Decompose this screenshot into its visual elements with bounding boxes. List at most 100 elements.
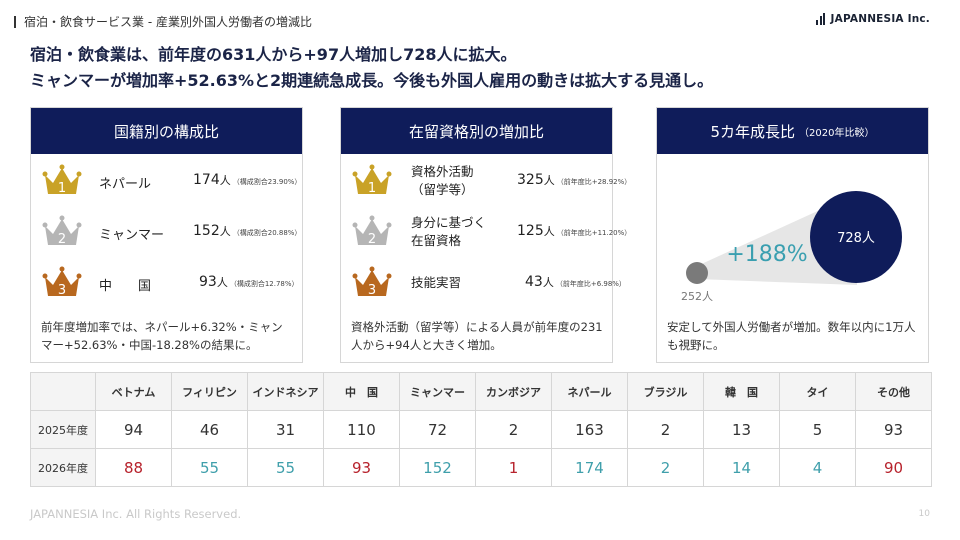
table-column-header: ブラジル xyxy=(627,372,704,411)
table-column-header: インドネシア xyxy=(247,372,324,411)
table-column-header: カンボジア xyxy=(475,372,552,411)
status-name: 資格外活動 （留学等） xyxy=(411,163,474,199)
growth-card-title: 5カ年成長比 xyxy=(710,122,796,141)
rank-1-number: 1 xyxy=(368,181,376,196)
start-value-label: 252人 xyxy=(681,290,713,303)
table-column-header: ネパール xyxy=(551,372,628,411)
residence-status-card: 在留資格別の増加比 1 資格外活動 （留学等） 325人 （前年度比+28.92%… xyxy=(340,107,631,363)
nationality-value: 93人 （構成割合12.78%） xyxy=(199,274,299,290)
table-cell: 55 xyxy=(247,448,324,487)
headline: 宿泊・飲食業は、前年度の631人から+97人増加し728人に拡大。 ミャンマーが… xyxy=(30,42,713,94)
value-note: （前年度比+11.20%） xyxy=(556,229,632,237)
silver-crown-icon: 2 xyxy=(352,215,392,247)
status-value: 43人 （前年度比+6.98%） xyxy=(525,274,626,290)
logo-mark-icon xyxy=(816,13,827,25)
value-note: （前年度比+6.98%） xyxy=(555,280,626,288)
growth-rate-label: +188% xyxy=(726,242,807,267)
value-note: （構成割合23.90%） xyxy=(232,178,302,186)
value-note: （構成割合12.78%） xyxy=(229,280,299,288)
nationality-name: ミャンマー xyxy=(99,228,165,243)
residence-status-card-title: 在留資格別の増加比 xyxy=(408,122,544,141)
breadcrumb: 宿泊・飲食サービス業 - 産業別外国人労働者の増減比 xyxy=(14,13,312,30)
rank-2-number: 2 xyxy=(368,232,376,247)
rank-3-number: 3 xyxy=(368,283,376,298)
residence-status-card-header: 在留資格別の増加比 xyxy=(341,108,612,154)
status-value: 125人 （前年度比+11.20%） xyxy=(517,223,631,239)
table-cell: 88 xyxy=(95,448,172,487)
table-cell: 110 xyxy=(323,410,400,449)
value-note: （前年度比+28.92%） xyxy=(556,178,632,186)
table-cell: 152 xyxy=(399,448,476,487)
rank-2-number: 2 xyxy=(58,232,66,247)
table-row: 2025年度 94 46 31 110 72 2 163 2 13 5 93 xyxy=(30,410,932,449)
value-note: （構成割合20.88%） xyxy=(232,229,302,237)
table-column-header: フィリピン xyxy=(171,372,248,411)
status-name-line-1: 技能実習 xyxy=(411,275,462,290)
nationality-table: ベトナム フィリピン インドネシア中 国ミャンマー カンボジア ネパール ブラジル韓 国タ… xyxy=(30,372,932,487)
breadcrumb-bar xyxy=(14,15,16,28)
table-column-header: タイ xyxy=(779,372,856,411)
copyright: JAPANNESIA Inc. All Rights Reserved. xyxy=(30,507,242,521)
table-cell: 2 xyxy=(475,410,552,449)
table-cell: 13 xyxy=(703,410,780,449)
end-circle xyxy=(810,191,902,283)
table-row-label: 2025年度 xyxy=(30,410,96,449)
table-cell: 1 xyxy=(475,448,552,487)
silver-crown-icon: 2 xyxy=(42,215,82,247)
growth-graphic: 728人 +188% 252人 xyxy=(681,191,902,303)
status-name-line-2: （留学等） xyxy=(411,182,474,197)
status-value: 325人 （前年度比+28.92%） xyxy=(517,172,631,188)
value-number: 325 xyxy=(517,172,544,188)
page-number: 10 xyxy=(918,509,930,519)
nationality-name: 中 国 xyxy=(99,279,152,294)
value-number: 93 xyxy=(199,274,217,290)
growth-card: 5カ年成長比 （2020年比較） 728人 +188% 252人 安定して外国人… xyxy=(656,107,929,363)
status-name: 技能実習 xyxy=(411,274,461,292)
rank-3-number: 3 xyxy=(58,283,66,298)
nationality-name: ネパール xyxy=(99,177,152,192)
nationality-card-title: 国籍別の構成比 xyxy=(113,122,219,141)
value-unit: 人 xyxy=(219,174,231,187)
status-rank-1: 1 資格外活動 （留学等） 325人 （前年度比+28.92%） xyxy=(341,163,631,203)
company-logo: JAPANNESIA Inc. xyxy=(816,13,930,25)
breadcrumb-text: 宿泊・飲食サービス業 - 産業別外国人労働者の増減比 xyxy=(24,15,312,29)
value-unit: 人 xyxy=(542,276,554,289)
table-cell: 93 xyxy=(855,410,932,449)
table-row: 2026年度 88 55 55 93 152 1 174 2 14 4 90 xyxy=(30,448,932,487)
nationality-value: 152人 （構成割合20.88%） xyxy=(193,223,301,239)
nationality-card-header: 国籍別の構成比 xyxy=(31,108,302,154)
table-corner xyxy=(30,372,96,411)
nationality-rank-1: 1 ネパール 174人 （構成割合23.90%） xyxy=(31,163,302,203)
value-number: 152 xyxy=(193,223,220,239)
nationality-value: 174人 （構成割合23.90%） xyxy=(193,172,301,188)
growth-card-footer: 安定して外国人労働者が増加。数年以内に1万人も視野に。 xyxy=(667,320,916,352)
headline-line-1: 宿泊・飲食業は、前年度の631人から+97人増加し728人に拡大。 xyxy=(30,45,517,64)
nationality-rank-3: 3 中 国 93人 （構成割合12.78%） xyxy=(31,265,302,305)
value-unit: 人 xyxy=(219,225,231,238)
table-cell: 174 xyxy=(551,448,628,487)
status-name: 身分に基づく 在留資格 xyxy=(411,214,486,250)
status-name-line-2: 在留資格 xyxy=(411,233,462,248)
status-rank-2: 2 身分に基づく 在留資格 125人 （前年度比+11.20%） xyxy=(341,214,631,254)
bronze-crown-icon: 3 xyxy=(352,266,392,298)
value-unit: 人 xyxy=(543,174,555,187)
table-column-header: 中 国 xyxy=(323,372,400,411)
table-cell: 90 xyxy=(855,448,932,487)
table-cell: 93 xyxy=(323,448,400,487)
logo-text: JAPANNESIA Inc. xyxy=(830,13,930,25)
table-cell: 14 xyxy=(703,448,780,487)
status-name-line-1: 身分に基づく xyxy=(411,215,487,230)
table-cell: 163 xyxy=(551,410,628,449)
residence-status-card-footer: 資格外活動（留学等）による人員が前年度の231人から+94人と大きく増加。 xyxy=(351,320,603,352)
table-column-header: ミャンマー xyxy=(399,372,476,411)
status-name-line-1: 資格外活動 xyxy=(411,164,474,179)
table-cell: 46 xyxy=(171,410,248,449)
gold-crown-icon: 1 xyxy=(42,164,82,196)
table-cell: 31 xyxy=(247,410,324,449)
table-column-header: ベトナム xyxy=(95,372,172,411)
table-row-label: 2026年度 xyxy=(30,448,96,487)
table-cell: 2 xyxy=(627,448,704,487)
table-cell: 5 xyxy=(779,410,856,449)
value-number: 43 xyxy=(525,274,543,290)
value-number: 125 xyxy=(517,223,544,239)
